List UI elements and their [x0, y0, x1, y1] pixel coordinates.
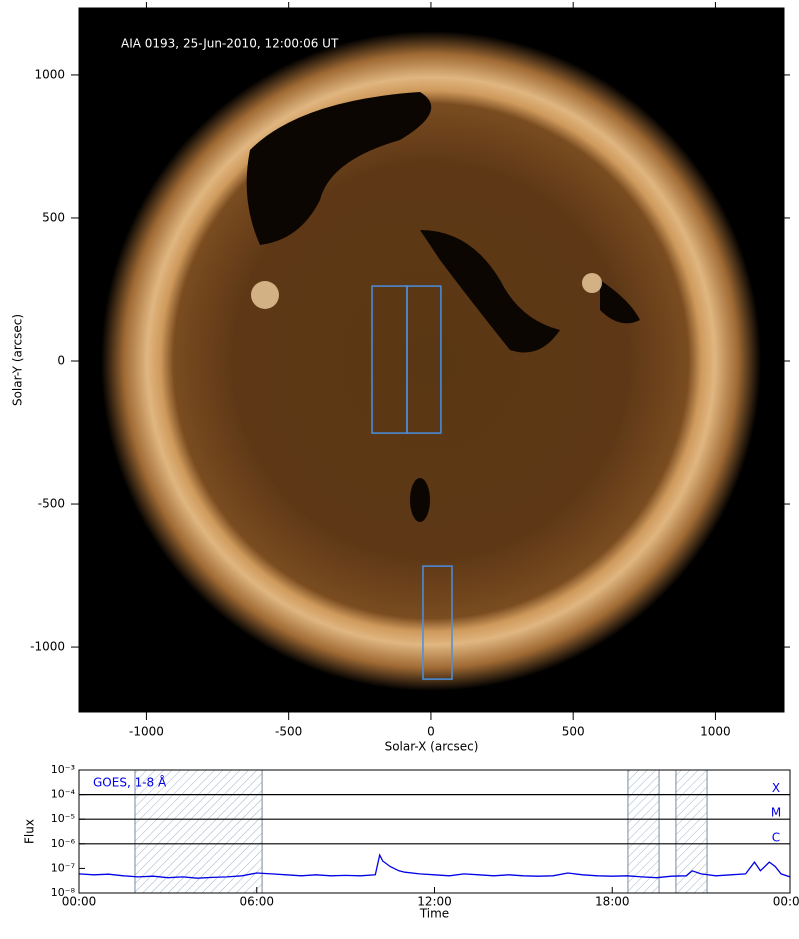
- coronal-hole: [410, 478, 430, 522]
- x-tick-label: 0: [427, 725, 435, 739]
- x-axis-label: Solar-X (arcsec): [385, 740, 479, 754]
- y-axis-label: Solar-Y (arcsec): [11, 314, 25, 406]
- plot-border: [78, 769, 791, 894]
- shaded-interval: [627, 769, 660, 894]
- x-tick-label: -1000: [129, 725, 164, 739]
- y-tick-label: 500: [42, 210, 65, 224]
- coronal-hole: [600, 280, 640, 324]
- class-label: M: [771, 806, 781, 820]
- class-label: C: [772, 830, 780, 844]
- solar-image: [101, 31, 761, 691]
- region-box: [406, 285, 442, 434]
- y-tick-label: 10⁻⁶: [51, 837, 76, 850]
- active-region: [582, 273, 602, 293]
- x-tick-label: 00:00: [773, 895, 799, 909]
- x-axis-label: Time: [419, 907, 449, 921]
- x-tick-label: 18:00: [595, 895, 630, 909]
- y-tick-label: 10⁻⁷: [51, 861, 75, 874]
- class-label: X: [772, 781, 780, 795]
- x-tick-label: 1000: [700, 725, 731, 739]
- coronal-hole: [246, 92, 432, 245]
- flux-line: [78, 853, 791, 879]
- y-tick-label: 10⁻⁵: [51, 812, 75, 825]
- coronal-hole: [420, 230, 560, 353]
- legend-label: GOES, 1-8 Å: [93, 775, 167, 790]
- x-tick-label: -500: [275, 725, 302, 739]
- x-tick-label: 06:00: [239, 895, 274, 909]
- y-tick-label: 0: [57, 354, 65, 368]
- x-tick-label: 12:00: [417, 895, 452, 909]
- y-tick-label: -1000: [30, 640, 65, 654]
- y-tick-label: 1000: [34, 67, 65, 81]
- x-tick-label: 00:00: [62, 895, 97, 909]
- active-region: [251, 281, 279, 309]
- x-tick-label: 500: [562, 725, 585, 739]
- y-tick-label: 10⁻³: [51, 763, 75, 776]
- y-tick-label: 10⁻⁸: [51, 886, 76, 899]
- y-tick-label: 10⁻⁴: [51, 788, 76, 801]
- y-axis-label: Flux: [23, 819, 37, 844]
- sun: [101, 31, 761, 691]
- y-tick-label: -500: [38, 497, 65, 511]
- annotation: AIA 0193, 25-Jun-2010, 12:00:06 UT: [121, 37, 339, 51]
- shaded-interval: [134, 769, 263, 894]
- region-box: [422, 565, 453, 680]
- image-frame: [78, 7, 785, 713]
